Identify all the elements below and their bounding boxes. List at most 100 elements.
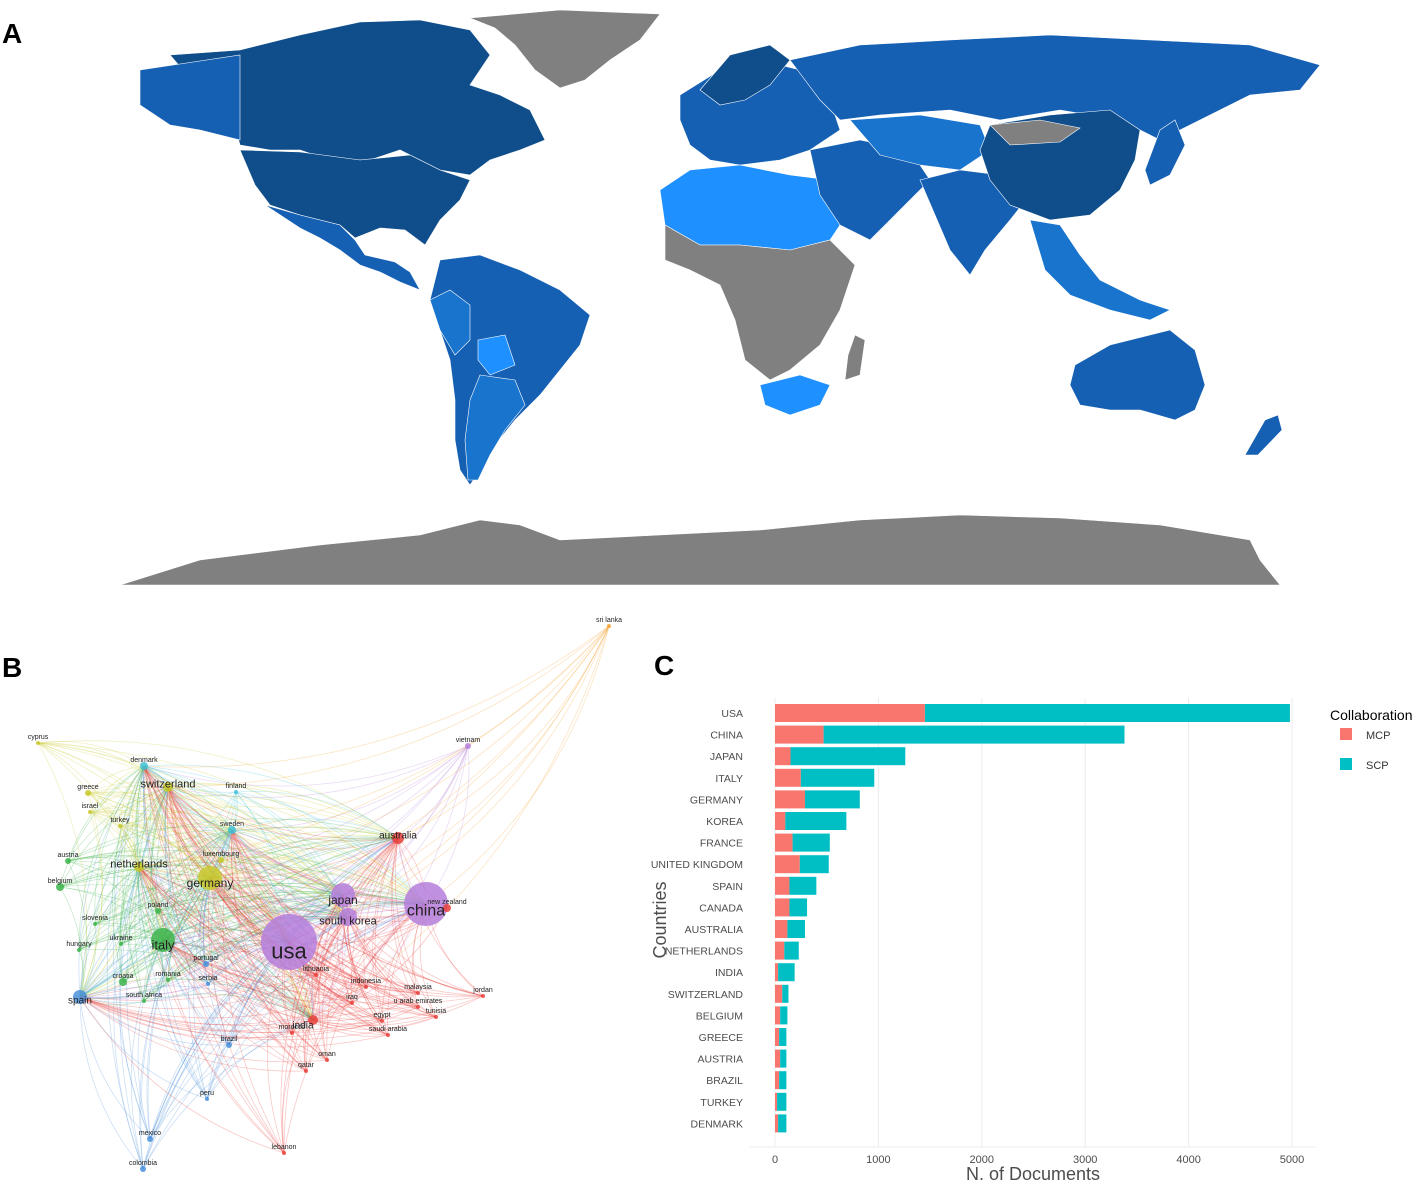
network-edge <box>79 625 610 998</box>
map-region-usa <box>239 149 471 246</box>
map-region-canada <box>169 19 546 176</box>
network-edge <box>59 886 314 1021</box>
network-edge <box>78 765 145 951</box>
network-edge <box>207 837 399 985</box>
network-edge <box>67 826 233 862</box>
network-label-ukraine: ukraine <box>110 935 133 942</box>
chart-bar-scp <box>780 1049 787 1068</box>
network-edge <box>205 963 314 1021</box>
network-edge <box>312 916 349 1021</box>
chart-bar-mcp <box>775 1071 780 1090</box>
network-edge <box>231 829 314 1021</box>
network-edge <box>167 786 383 1022</box>
network-node-portugal <box>203 961 209 967</box>
network-edge <box>37 742 140 868</box>
network-edge <box>79 996 314 1032</box>
chart-y-tick-label: TURKEY <box>700 1097 743 1109</box>
network-edge <box>143 829 233 1002</box>
network-edge <box>162 939 437 1019</box>
network-edge <box>282 916 349 1154</box>
network-edge <box>67 818 399 862</box>
chart-bar-scp <box>779 1071 787 1090</box>
network-label-morocco: morocco <box>279 1024 306 1031</box>
network-edge <box>143 765 293 1034</box>
network-edge <box>37 742 290 943</box>
network-edge <box>59 765 145 888</box>
map-region-bolivia <box>477 334 516 376</box>
network-edge <box>209 877 349 918</box>
network-edge <box>89 786 169 813</box>
network-edge <box>161 939 208 1100</box>
map-region-scandinavia <box>699 44 791 106</box>
network-edge <box>167 786 367 988</box>
network-edge <box>146 877 211 1140</box>
network-edge <box>79 829 233 998</box>
network-label-colombia: colombia <box>129 1160 157 1167</box>
network-edge <box>167 829 233 981</box>
chart-bar-mcp <box>775 1006 781 1025</box>
chart-bar-scp <box>778 1114 787 1133</box>
network-edge <box>167 786 285 1154</box>
chart-bar-scp <box>792 833 830 852</box>
network-edge <box>138 866 285 1154</box>
network-node-luxembourg <box>218 857 224 863</box>
network-edge <box>312 992 419 1022</box>
network-label-belgium: belgium <box>48 878 73 885</box>
network-edge <box>78 837 399 951</box>
network-edge <box>79 940 290 998</box>
network-edge <box>142 837 399 1170</box>
network-edge <box>89 811 349 918</box>
network-edge <box>209 877 437 1018</box>
network-edge <box>347 916 437 1018</box>
network-edge <box>342 745 469 896</box>
network-edge <box>136 765 164 941</box>
network-edge <box>143 765 437 1018</box>
network-edge <box>120 891 344 945</box>
network-edge <box>67 786 169 862</box>
network-edge <box>67 846 427 905</box>
network-edge <box>79 979 169 1000</box>
chart-bar-mcp <box>775 725 824 744</box>
chart-bar-scp <box>779 1028 787 1046</box>
network-edge <box>347 916 389 1036</box>
chart-bar-scp <box>777 1092 787 1111</box>
network-edge <box>79 745 469 998</box>
chart-y-tick-label: AUSTRIA <box>697 1054 743 1066</box>
network-edge <box>209 877 314 1021</box>
chart-bar-mcp <box>775 790 805 809</box>
chart-y-tick-label: USA <box>721 708 743 720</box>
network-node-colombia <box>140 1166 146 1172</box>
network-label-romania: romania <box>155 971 180 978</box>
chart-bar-scp <box>787 920 805 938</box>
chart-bar-mcp <box>775 1049 781 1068</box>
chart-legend-label-scp: SCP <box>1366 760 1389 772</box>
network-edge <box>67 854 211 879</box>
network-label-serbia: serbia <box>198 975 217 982</box>
network-edge <box>78 906 349 951</box>
network-label-peru: peru <box>200 1090 214 1097</box>
network-edge <box>59 868 211 888</box>
network-label-tunisia: tunisia <box>426 1008 446 1015</box>
chart-bar-mcp <box>775 941 785 960</box>
network-edge <box>138 866 293 1034</box>
network-label-south-korea: south korea <box>319 916 377 928</box>
network-edge <box>318 894 344 1061</box>
network-edge <box>326 837 399 1061</box>
network-edge <box>59 886 164 941</box>
network-edge <box>134 786 169 1002</box>
network-edge <box>94 765 145 925</box>
network-edge <box>143 765 314 1021</box>
panel-label-a: A <box>2 18 23 49</box>
network-edge <box>119 786 169 1170</box>
network-edge <box>59 886 83 998</box>
network-edge <box>231 829 427 905</box>
network-node-netherlands <box>134 862 144 872</box>
network-edge <box>138 866 314 1021</box>
network-label-sweden: sweden <box>220 821 244 828</box>
network-edge <box>149 1019 314 1140</box>
network-edge <box>283 903 427 1154</box>
network-node-italy <box>151 928 175 952</box>
network-edge <box>167 745 469 798</box>
chart-y-tick-label: KOREA <box>706 816 743 828</box>
network-edge <box>59 826 399 888</box>
